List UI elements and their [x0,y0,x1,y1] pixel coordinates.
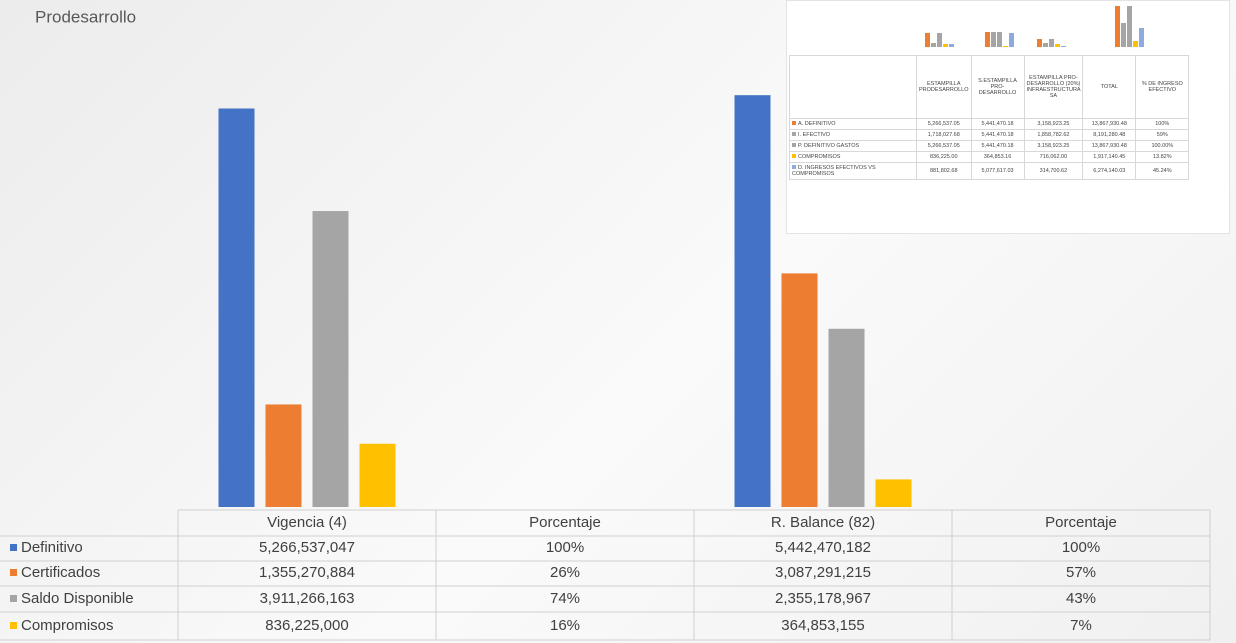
inset-cell: 13.82% [1135,151,1190,163]
inset-cell: 1,858,782.62 [1023,129,1084,141]
inset-swatch [792,132,796,136]
inset-cell: 836,225.00 [916,151,972,163]
legend-swatch [10,569,17,576]
inset-cell: 1,917,140.45 [1082,151,1137,163]
inset-row-label: COMPROMISOS [789,151,917,163]
inset-cell: 100% [1135,118,1190,130]
value-label: 5,266,537,047 [259,539,355,556]
category-label: Porcentaje [1045,514,1117,531]
inset-body: A. DEFINITIVO 5,266,537.05 5,441,470.18 3,1… [789,118,1190,180]
bar [359,443,396,507]
inset-header: ESTAMPILLA PRODESARROLLO S.ESTAMPILLA PRO… [789,55,1190,119]
inset-cell: 314,700.62 [1023,162,1084,180]
inset-row-label: D. INGRESOS EFECTIVOS VS COMPROMISOS [789,162,917,180]
value-label: 3,087,291,215 [775,564,871,581]
value-label: 57% [1066,564,1096,581]
inset-cell: 13,867,930.48 [1082,140,1137,152]
inset-table: ESTAMPILLA PRODESARROLLO S.ESTAMPILLA PRO… [789,55,1190,180]
value-label: 1,355,270,884 [259,564,355,581]
bar [218,108,255,508]
chart-title: Prodesarrollo [35,7,136,26]
bar [312,211,349,507]
inset-cell: 881,802.68 [916,162,972,180]
legend-swatch [10,595,17,602]
value-label: 836,225,000 [265,617,348,634]
legend-label: Certificados [21,564,100,581]
inset-column-header: ESTAMPILLA PRODESARROLLO [916,55,972,119]
legend-label: Definitivo [21,539,83,556]
inset-cell: 364,853.16 [970,151,1025,163]
inset-row-text: I. EFECTIVO [798,132,831,138]
bar [734,95,771,507]
inset-cell: 3,158,923.25 [1023,140,1084,152]
inset-column-header: % DE INGRESO EFECTIVO [1135,55,1190,119]
inset-row-text: P. DEFINITIVO GASTOS [798,143,860,149]
inset-cell: 8,191,280.48 [1082,129,1137,141]
category-label: Porcentaje [529,514,601,531]
inset-cell: 5,441,470.18 [970,118,1025,130]
inset-cell: 6,274,140.03 [1082,162,1137,180]
legend-label: Saldo Disponible [21,590,134,607]
corner [789,55,917,119]
value-label: 26% [550,564,580,581]
inset-cell: 716,062.00 [1023,151,1084,163]
inset-cell: 13,867,930.48 [1082,118,1137,130]
legend-label: Compromisos [21,617,114,634]
inset-row-label: P. DEFINITIVO GASTOS [789,140,917,152]
inset-row: COMPROMISOS 836,225.00 364,853.16 716,062.0… [789,151,1190,163]
inset-row: I. EFECTIVO 1,718,027.68 5,441,470.18 1,858… [789,129,1190,141]
value-label: 100% [546,539,584,556]
bar [265,404,302,507]
value-label: 74% [550,590,580,607]
value-label: 100% [1062,539,1100,556]
inset-cell: 100.00% [1135,140,1190,152]
inset-column-header: ESTAMPILLA PRO-DESARROLLO (20%) INFRAEST… [1023,55,1084,119]
inset-swatch [792,121,796,125]
inset-row-text: A. DEFINITIVO [798,121,836,127]
bar [781,273,818,507]
inset-row-label: I. EFECTIVO [789,129,917,141]
inset-row: A. DEFINITIVO 5,266,537.05 5,441,470.18 3,1… [789,118,1190,130]
inset-mini-charts [925,6,1144,47]
value-label: 43% [1066,590,1096,607]
value-label: 3,911,266,163 [260,590,355,607]
inset-cell: 59% [1135,129,1190,141]
inset-swatch [792,154,796,158]
value-label: 5,442,470,182 [775,539,871,556]
inset-cell: 5,266,537.05 [916,118,972,130]
inset-cell: 5,441,470.18 [970,129,1025,141]
inset-cell: 5,266,537.05 [916,140,972,152]
inset-swatch [792,165,796,169]
category-label: Vigencia (4) [267,514,347,531]
inset-cell: 5,077,617.03 [970,162,1025,180]
inset-row-text: COMPROMISOS [798,154,841,160]
bar [828,328,865,507]
inset-row: D. INGRESOS EFECTIVOS VS COMPROMISOS 881,… [789,162,1190,180]
value-label: 16% [550,617,580,634]
inset-cell: 5,441,470.18 [970,140,1025,152]
inset-column-header: TOTAL [1082,55,1137,119]
value-label: 2,355,178,967 [775,590,871,607]
value-label: 7% [1070,617,1092,634]
inset-row-label: A. DEFINITIVO [789,118,917,130]
inset-swatch [792,143,796,147]
inset-column-header: S.ESTAMPILLA PRO-DESARROLLO [970,55,1025,119]
inset-image: ESTAMPILLA PRODESARROLLO S.ESTAMPILLA PRO… [786,0,1230,234]
bar [875,479,912,507]
value-label: 364,853,155 [781,617,864,634]
mini-bars [925,6,1144,47]
inset-cell: 1,718,027.68 [916,129,972,141]
inset-row: P. DEFINITIVO GASTOS 5,266,537.05 5,441,47… [789,140,1190,152]
category-label: R. Balance (82) [771,514,875,531]
legend-swatch [10,544,17,551]
inset-row-text: D. INGRESOS EFECTIVOS VS COMPROMISOS [792,165,876,177]
inset-cell: 45.24% [1135,162,1190,180]
inset-cell: 3,158,923.25 [1023,118,1084,130]
legend-swatch [10,622,17,629]
